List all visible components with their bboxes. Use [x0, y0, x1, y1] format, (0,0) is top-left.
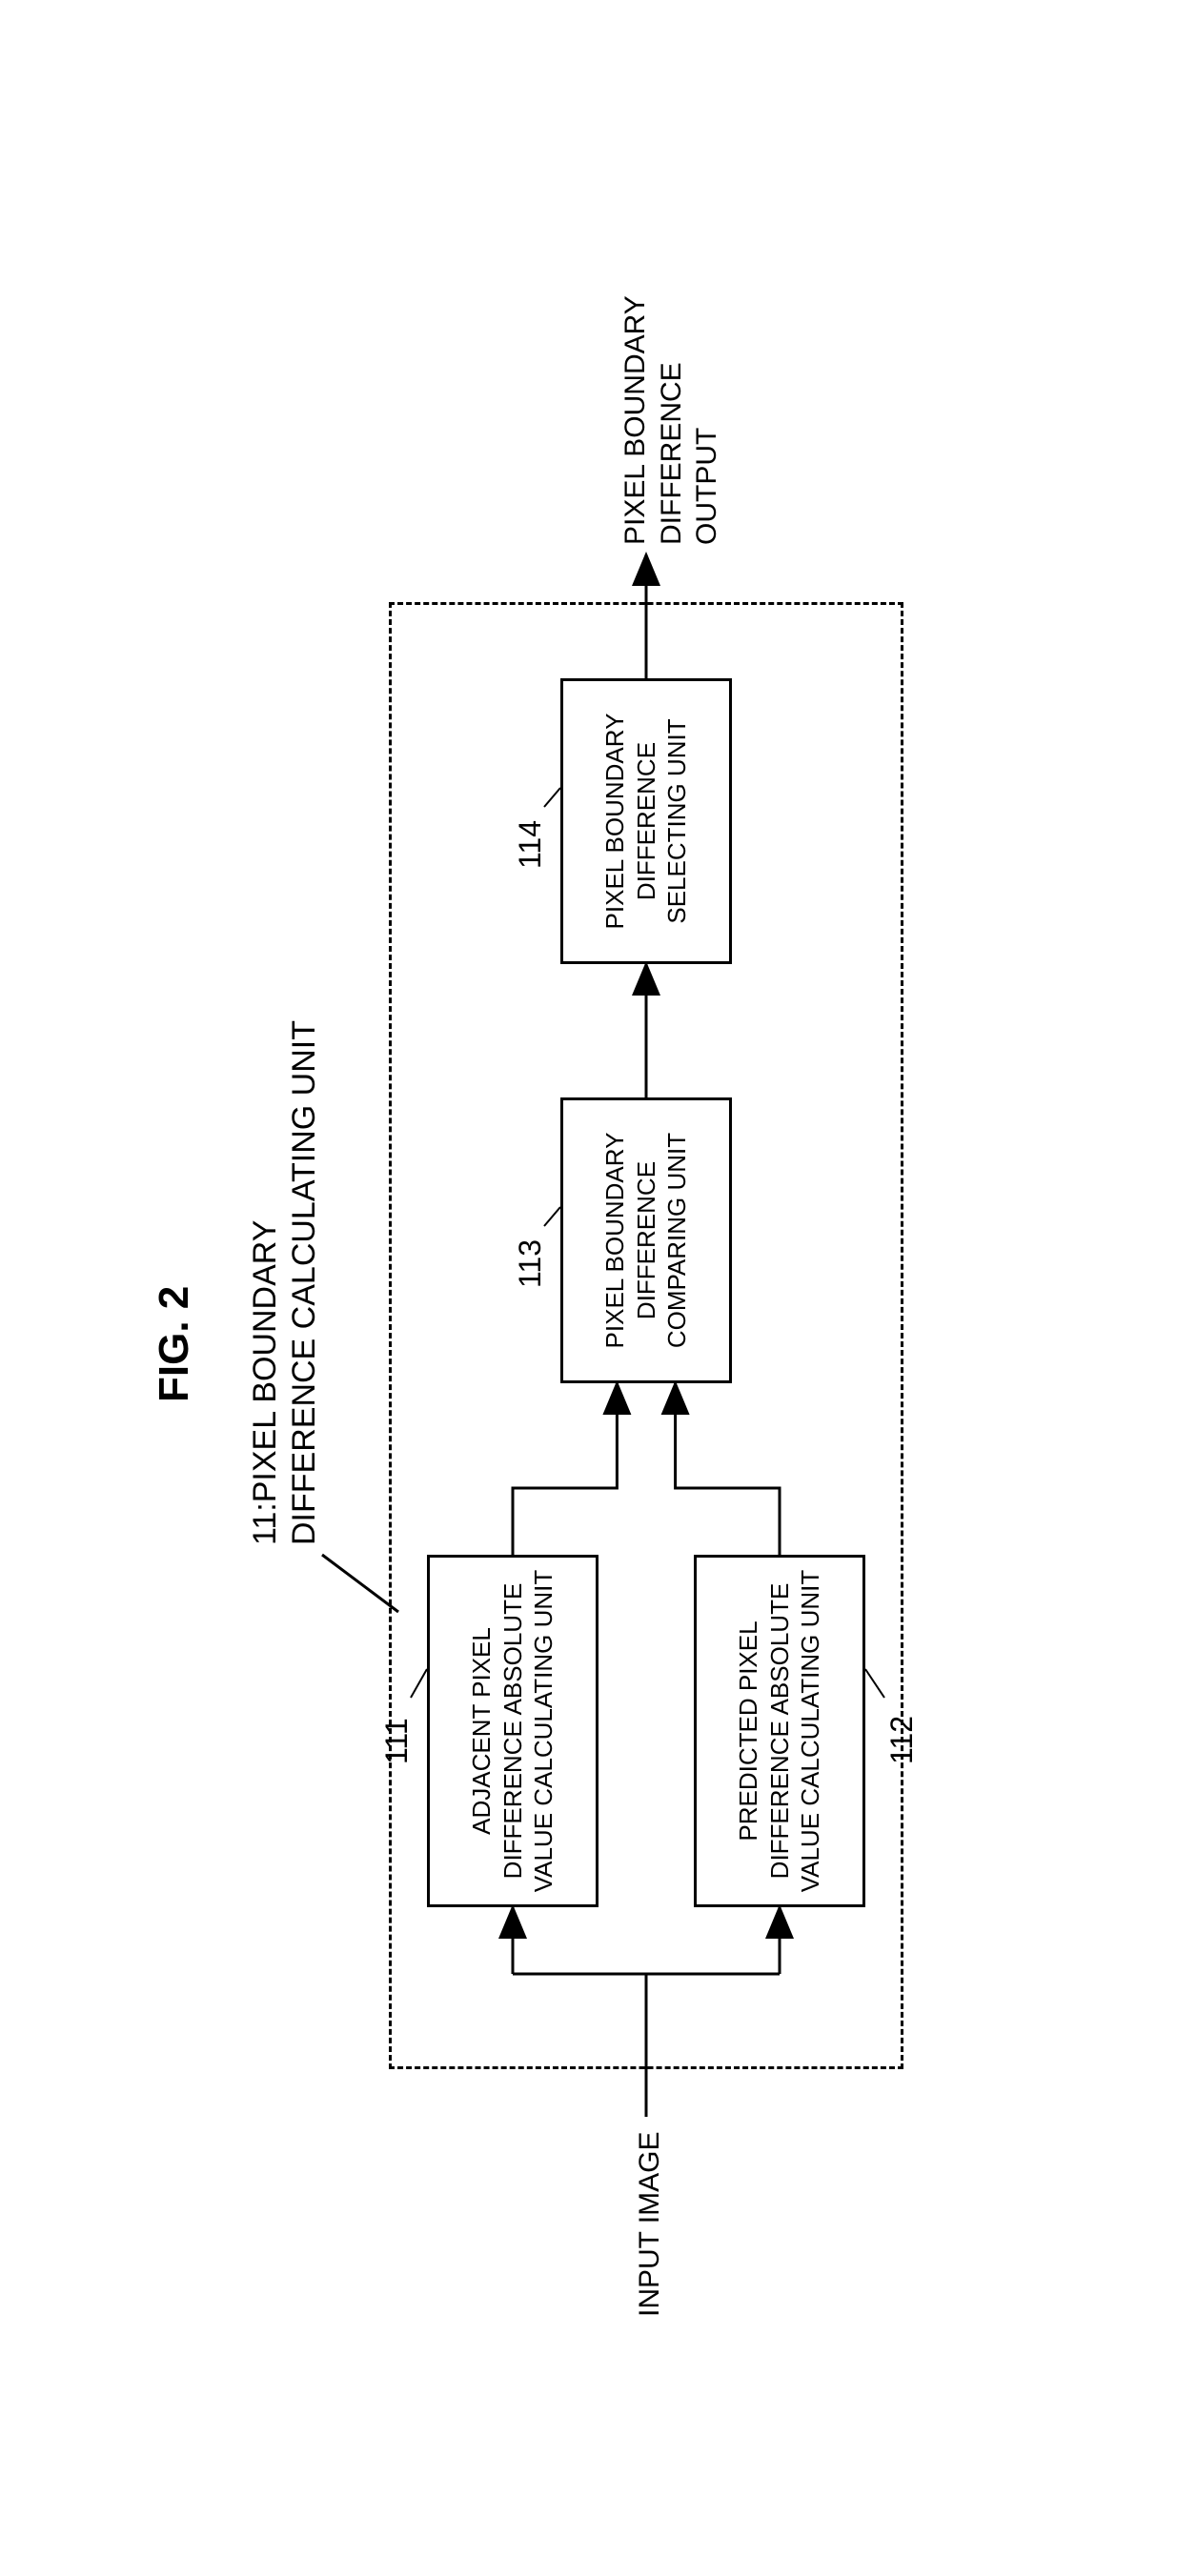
- block-114-text: PIXEL BOUNDARYDIFFERENCESELECTING UNIT: [599, 714, 693, 930]
- ref-113: 113: [513, 1239, 548, 1288]
- container-label-line1: PIXEL BOUNDARY: [247, 1220, 283, 1503]
- output-label: PIXEL BOUNDARY DIFFERENCE OUTPUT: [618, 240, 725, 545]
- block-diff-selecting: PIXEL BOUNDARYDIFFERENCESELECTING UNIT: [560, 678, 732, 964]
- input-label: INPUT IMAGE: [632, 2132, 668, 2317]
- block-predicted-pixel-diff: PREDICTED PIXELDIFFERENCE ABSOLUTEVALUE …: [694, 1555, 865, 1907]
- output-label-l2: DIFFERENCE OUTPUT: [656, 362, 723, 545]
- ref-111: 111: [379, 1718, 415, 1764]
- block-111-text: ADJACENT PIXELDIFFERENCE ABSOLUTEVALUE C…: [466, 1570, 559, 1893]
- block-diff-comparing: PIXEL BOUNDARYDIFFERENCECOMPARING UNIT: [560, 1097, 732, 1383]
- container-label: 11:PIXEL BOUNDARY DIFFERENCE CALCULATING…: [246, 1020, 324, 1545]
- ref-112: 112: [884, 1716, 920, 1764]
- ref-114: 114: [513, 820, 548, 869]
- block-adjacent-pixel-diff: ADJACENT PIXELDIFFERENCE ABSOLUTEVALUE C…: [427, 1555, 598, 1907]
- container-ref: 11: [247, 1512, 283, 1545]
- block-113-text: PIXEL BOUNDARYDIFFERENCECOMPARING UNIT: [599, 1133, 693, 1349]
- diagram-canvas: FIG. 2 11:PIXEL BOUNDARY DIFFERENCE CALC…: [122, 240, 1075, 2336]
- block-112-text: PREDICTED PIXELDIFFERENCE ABSOLUTEVALUE …: [733, 1570, 826, 1893]
- figure-title: FIG. 2: [151, 1286, 198, 1402]
- output-label-l1: PIXEL BOUNDARY: [619, 295, 651, 545]
- container-label-line2: DIFFERENCE CALCULATING UNIT: [286, 1020, 322, 1545]
